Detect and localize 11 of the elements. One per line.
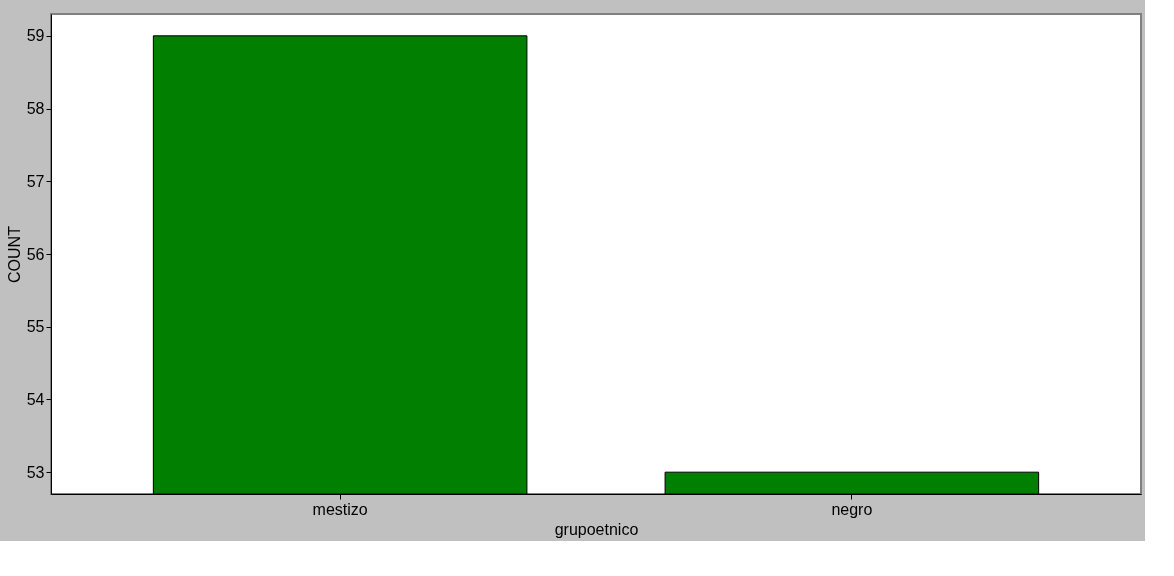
y-tick-label: 58 xyxy=(26,100,45,118)
x-axis-title: grupoetnico xyxy=(554,520,639,538)
x-tick-label: negro xyxy=(831,500,873,518)
y-tick-label: 55 xyxy=(26,318,45,336)
y-tick-label: 57 xyxy=(26,172,45,190)
y-tick-label: 53 xyxy=(26,463,45,481)
y-tick-label: 56 xyxy=(26,245,45,263)
x-tick-label: mestizo xyxy=(312,500,368,518)
y-tick-label: 59 xyxy=(26,27,45,45)
y-axis-title: COUNT xyxy=(5,225,23,283)
y-tick-label: 54 xyxy=(26,390,45,408)
